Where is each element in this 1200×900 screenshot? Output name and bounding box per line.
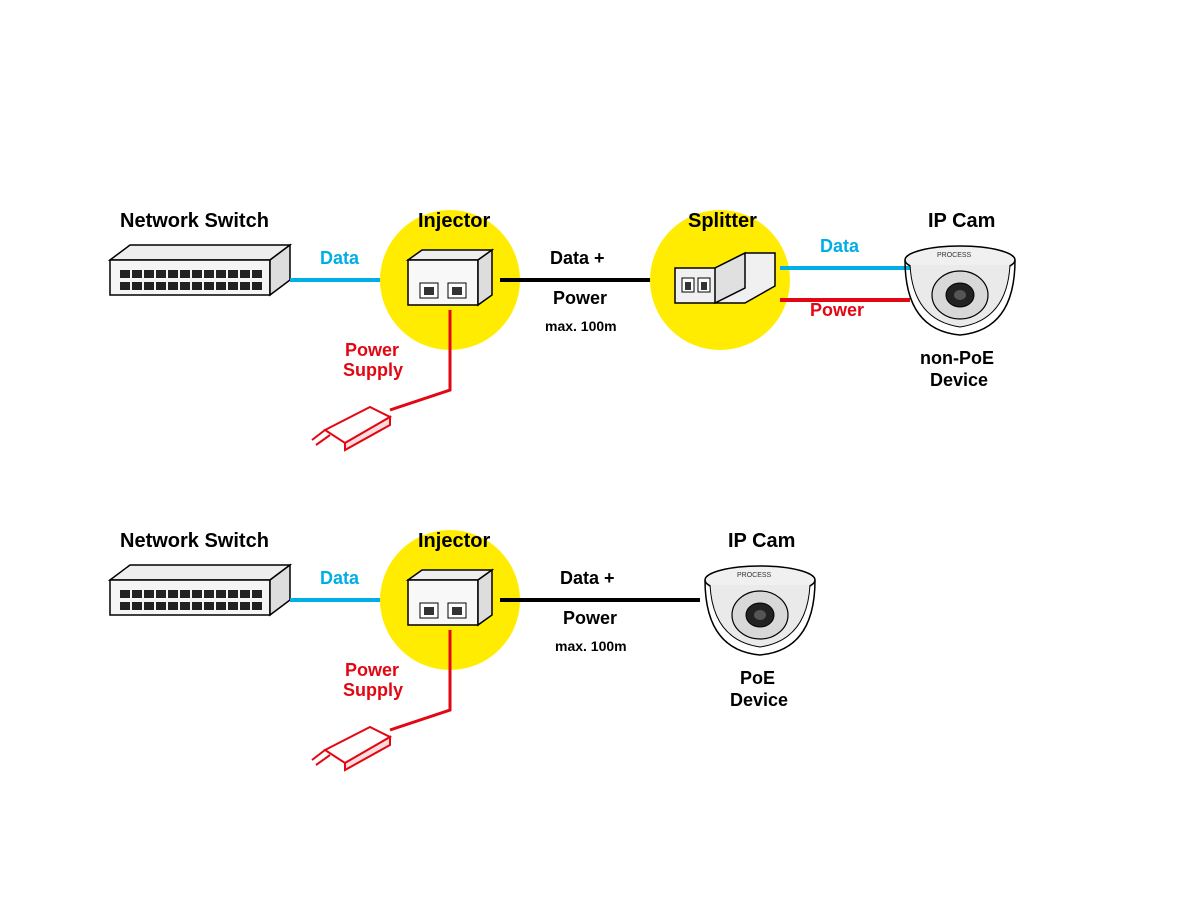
power-adapter-icon-1 [310,395,400,455]
datapower-cable-2 [500,590,700,610]
splitter-title: Splitter [688,210,757,233]
svg-text:PROCESS: PROCESS [937,252,972,259]
injector-icon-1 [400,245,500,315]
injector-title-1: Injector [418,210,490,233]
data-cable-2 [780,258,910,278]
injector-icon-2 [400,565,500,635]
injector-title-2: Injector [418,530,490,553]
power-label-3: Power [563,608,617,629]
ip-camera-icon-2: PROCESS [695,555,825,665]
nonpoe-label-1: non-PoE [920,348,994,369]
svg-text:PROCESS: PROCESS [737,572,772,579]
poe-label-2: Device [730,690,788,711]
network-switch-icon-1 [100,240,300,310]
datapower-cable-1 [500,270,670,290]
data-label-2: Data [820,236,859,257]
ipcam-title-1: IP Cam [928,210,995,233]
ipcam-title-2: IP Cam [728,530,795,553]
data-label-3: Data [320,568,359,589]
ip-camera-icon-1: PROCESS [895,235,1025,345]
switch-title-2: Network Switch [120,530,269,553]
power-label-1: Power [553,288,607,309]
data-label-1: Data [320,248,359,269]
network-switch-icon-2 [100,560,300,630]
dataplus-label-1: Data + [550,248,605,269]
poe-label-1: PoE [740,668,775,689]
nonpoe-label-2: Device [930,370,988,391]
diagram-canvas: Network Switch Data Injector [0,0,1200,900]
switch-title-1: Network Switch [120,210,269,233]
power-label-2: Power [810,300,864,321]
power-adapter-icon-2 [310,715,400,775]
dataplus-label-2: Data + [560,568,615,589]
max-label-1: max. 100m [545,318,617,334]
max-label-2: max. 100m [555,638,627,654]
splitter-icon [670,248,780,318]
